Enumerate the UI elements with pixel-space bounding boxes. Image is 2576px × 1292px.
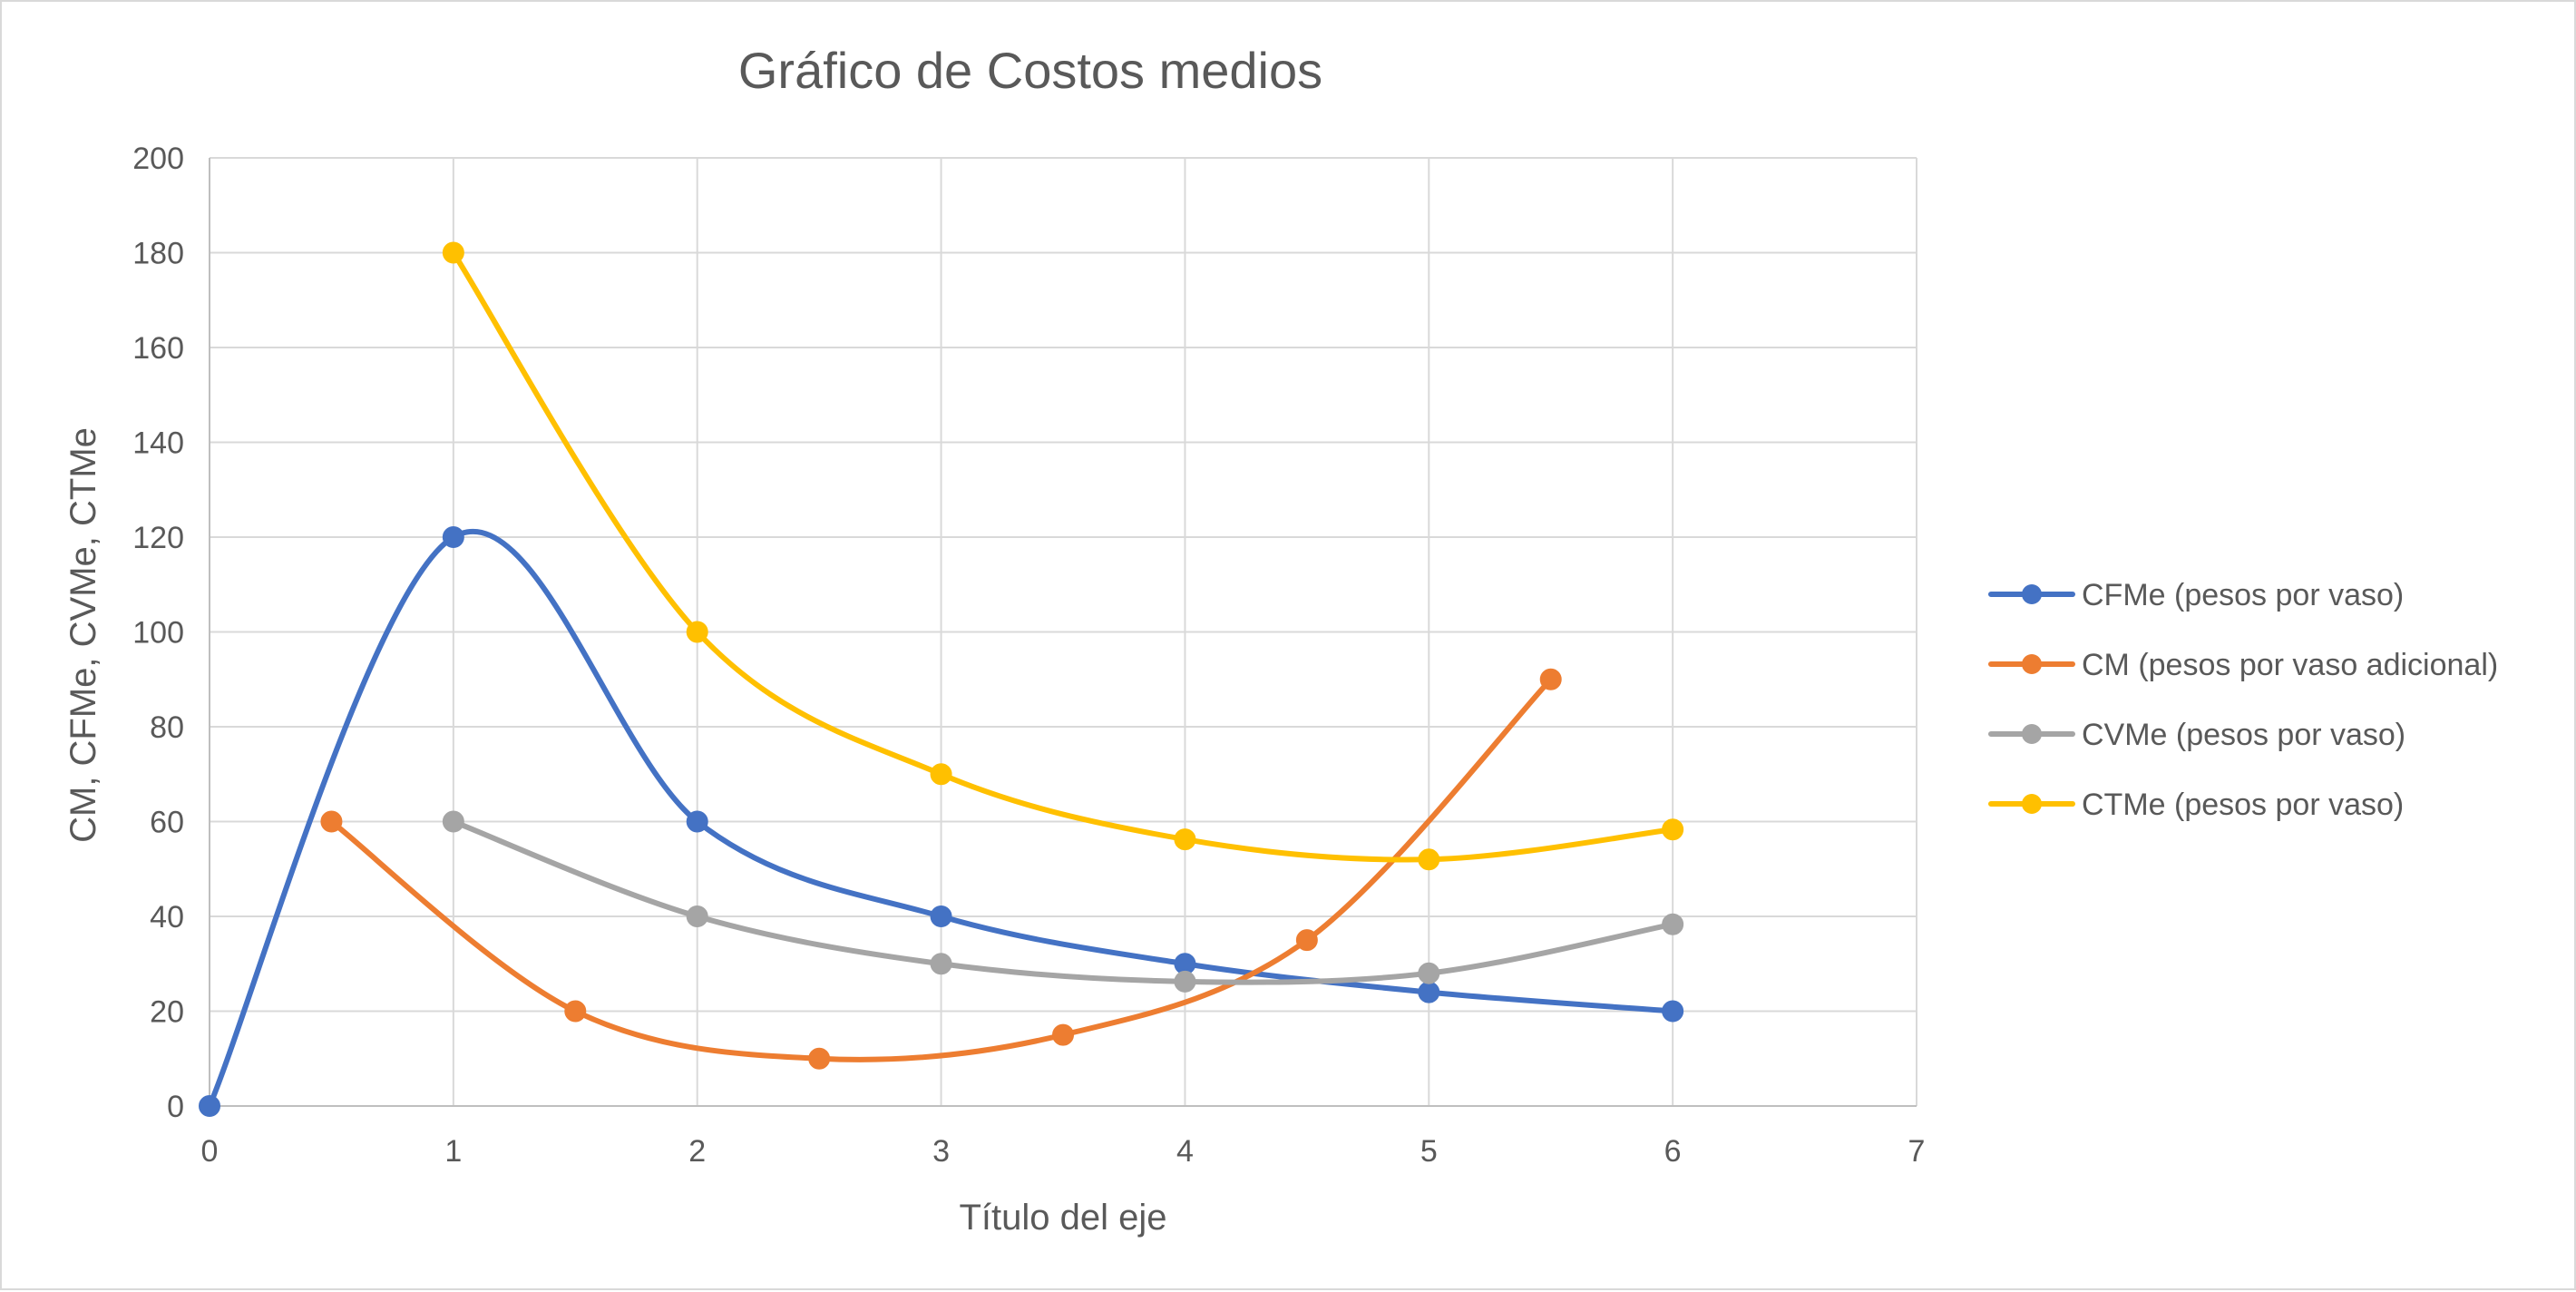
series-4-point (1174, 828, 1196, 851)
series-1-point (442, 526, 464, 548)
gridlines (210, 157, 1917, 1106)
series-3-point (442, 810, 464, 833)
series-3-point (1418, 962, 1440, 984)
x-tick-label: 0 (201, 1134, 219, 1169)
x-tick-label: 5 (1420, 1134, 1438, 1169)
legend-label-3: CVMe (pesos por vaso) (2082, 718, 2405, 752)
y-tick-label: 180 (132, 237, 184, 271)
legend-label-4: CTMe (pesos por vaso) (2082, 788, 2404, 822)
series-4-point (930, 763, 952, 786)
series-3-point (686, 905, 708, 927)
series-1-point (686, 810, 708, 833)
series-4-point (442, 241, 464, 264)
y-tick-label: 120 (132, 521, 184, 555)
x-tick-label: 1 (444, 1134, 462, 1169)
series-2-point (1052, 1023, 1074, 1046)
y-tick-label: 80 (150, 710, 184, 745)
y-axis-title: CM, CFMe, CVMe, CTMe (63, 427, 103, 843)
series-1-point (1662, 1000, 1684, 1023)
series-4-point (686, 621, 708, 643)
legend-marker-1 (2022, 584, 2042, 604)
y-tick-label: 40 (150, 900, 184, 935)
series-2-point (320, 810, 343, 833)
series-line-4 (450, 250, 1676, 863)
legend-label-1: CFMe (pesos por vaso) (2082, 578, 2404, 612)
x-tick-label: 7 (1908, 1134, 1926, 1169)
series-4-point (1418, 848, 1440, 871)
x-tick-label: 3 (932, 1134, 950, 1169)
series-3-point (930, 953, 952, 975)
axes (209, 158, 1917, 1107)
x-axis-title: Título del eje (959, 1198, 1166, 1238)
legend-marker-2 (2022, 654, 2042, 674)
y-tick-label: 140 (132, 426, 184, 461)
series-1-point (199, 1095, 220, 1117)
series-3-point (1174, 970, 1196, 993)
series-4-point (1662, 818, 1684, 841)
x-tick-label: 2 (688, 1134, 706, 1169)
legend-label-2: CM (pesos por vaso adicional) (2082, 648, 2498, 682)
y-tick-labels: 0 20 40 60 80 100 120 140 160 180 200 (132, 142, 184, 1124)
series-1-point (930, 905, 952, 927)
chart-title: Gráfico de Costos medios (738, 42, 1322, 99)
series-3-point (1662, 913, 1684, 935)
y-tick-label: 60 (150, 806, 184, 840)
x-tick-label: 6 (1664, 1134, 1682, 1169)
y-tick-label: 100 (132, 616, 184, 651)
series-layer (199, 241, 1684, 1117)
series-2-point (1295, 929, 1318, 952)
series-2-point (1539, 668, 1562, 690)
series-line-3 (450, 818, 1676, 985)
y-tick-label: 200 (132, 142, 184, 176)
series-2-point (564, 1000, 587, 1023)
x-tick-labels: 0 1 2 3 4 5 6 7 (201, 1134, 1926, 1169)
legend: CFMe (pesos por vaso) CM (pesos por vaso … (1988, 578, 2498, 822)
y-tick-label: 20 (150, 995, 184, 1030)
series-1-point (1418, 981, 1440, 1003)
legend-marker-3 (2022, 724, 2042, 744)
y-tick-label: 0 (167, 1090, 184, 1124)
legend-marker-4 (2022, 794, 2042, 814)
series-2-point (808, 1047, 831, 1070)
series-line-1 (207, 528, 1676, 1109)
y-tick-label: 160 (132, 331, 184, 366)
x-tick-label: 4 (1176, 1134, 1194, 1169)
series-line-2 (328, 676, 1554, 1062)
